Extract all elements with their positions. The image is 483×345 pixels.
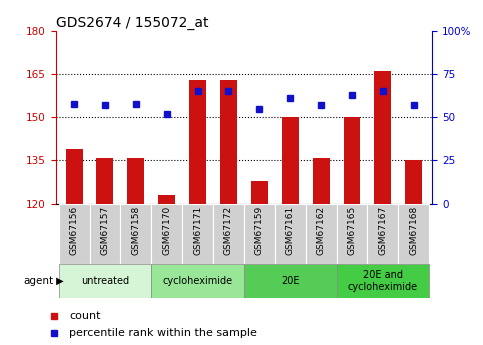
Bar xyxy=(251,180,268,204)
Bar xyxy=(182,204,213,264)
Bar xyxy=(189,80,206,204)
Text: GSM67167: GSM67167 xyxy=(378,206,387,255)
Text: ▶: ▶ xyxy=(53,276,64,286)
Bar xyxy=(128,158,144,204)
Bar xyxy=(343,117,360,204)
Bar xyxy=(151,264,244,298)
Bar xyxy=(313,158,329,204)
Text: GSM67170: GSM67170 xyxy=(162,206,171,255)
Bar xyxy=(244,204,275,264)
Bar xyxy=(151,204,182,264)
Bar xyxy=(282,117,298,204)
Text: cycloheximide: cycloheximide xyxy=(163,276,233,286)
Text: count: count xyxy=(69,311,100,321)
Bar xyxy=(220,80,237,204)
Bar xyxy=(66,149,83,204)
Text: 20E: 20E xyxy=(281,276,299,286)
Text: 20E and
cycloheximide: 20E and cycloheximide xyxy=(348,270,418,292)
Text: GSM67159: GSM67159 xyxy=(255,206,264,255)
Text: GSM67156: GSM67156 xyxy=(70,206,79,255)
Bar xyxy=(244,264,337,298)
Bar xyxy=(89,204,120,264)
Bar xyxy=(120,204,151,264)
Bar xyxy=(306,204,337,264)
Bar xyxy=(368,204,398,264)
Text: percentile rank within the sample: percentile rank within the sample xyxy=(69,328,257,338)
Bar xyxy=(58,264,151,298)
Text: GSM67162: GSM67162 xyxy=(317,206,326,255)
Bar xyxy=(213,204,244,264)
Bar xyxy=(337,264,429,298)
Text: GSM67171: GSM67171 xyxy=(193,206,202,255)
Text: agent: agent xyxy=(23,276,53,286)
Bar xyxy=(405,160,422,204)
Bar xyxy=(374,71,391,204)
Bar xyxy=(398,204,429,264)
Bar xyxy=(275,204,306,264)
Text: untreated: untreated xyxy=(81,276,129,286)
Text: GSM67161: GSM67161 xyxy=(286,206,295,255)
Bar xyxy=(158,195,175,204)
Text: GSM67158: GSM67158 xyxy=(131,206,141,255)
Text: GSM67172: GSM67172 xyxy=(224,206,233,255)
Bar xyxy=(58,204,89,264)
Text: GSM67165: GSM67165 xyxy=(347,206,356,255)
Text: GSM67157: GSM67157 xyxy=(100,206,110,255)
Bar xyxy=(337,204,368,264)
Bar xyxy=(97,158,114,204)
Text: GDS2674 / 155072_at: GDS2674 / 155072_at xyxy=(56,16,208,30)
Text: GSM67168: GSM67168 xyxy=(409,206,418,255)
